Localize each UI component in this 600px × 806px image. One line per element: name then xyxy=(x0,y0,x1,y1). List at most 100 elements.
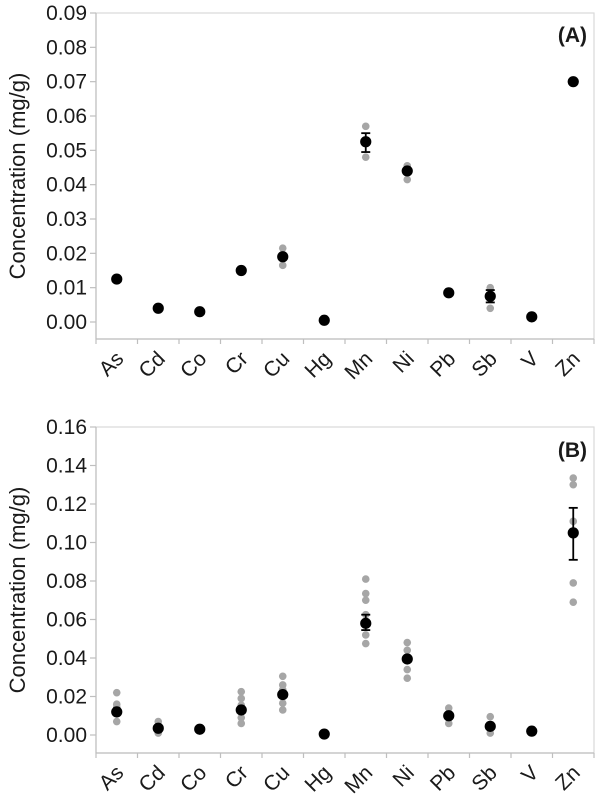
replicate-point xyxy=(278,672,287,681)
replicate-point xyxy=(444,719,453,728)
plot-border xyxy=(95,426,595,754)
mean-point xyxy=(152,722,164,734)
replicate-point xyxy=(361,153,370,161)
replicate-point xyxy=(278,261,287,270)
replicate-point xyxy=(237,719,246,728)
y-tick-label: 0.03 xyxy=(46,208,87,231)
x-tick-label: Mn xyxy=(340,761,377,798)
mean-point xyxy=(277,251,289,263)
replicate-point xyxy=(403,175,412,184)
plot-border xyxy=(95,12,595,340)
mean-point xyxy=(567,76,579,88)
mean-point xyxy=(152,302,164,314)
replicate-point xyxy=(278,706,287,714)
replicate-point xyxy=(237,713,246,722)
mean-point xyxy=(526,725,538,737)
replicate-point xyxy=(403,665,412,674)
mean-point xyxy=(111,273,123,285)
replicate-point xyxy=(112,717,121,726)
y-tick-label: 0.06 xyxy=(46,105,87,128)
mean-point xyxy=(567,527,579,539)
y-tick-label: 0.06 xyxy=(46,609,87,632)
x-tick-label: Cr xyxy=(221,347,253,379)
mean-point xyxy=(111,706,123,718)
replicate-point xyxy=(361,122,370,131)
x-tick-label: Cu xyxy=(259,347,294,382)
replicate-point xyxy=(361,589,370,598)
replicate-point xyxy=(569,480,578,489)
y-tick-label: 0.09 xyxy=(46,2,87,25)
mean-point xyxy=(401,165,413,177)
x-tick-label: As xyxy=(95,347,129,381)
y-tick-label: 0.00 xyxy=(46,311,87,334)
x-tick-label: As xyxy=(95,761,129,795)
y-tick-label: 0.02 xyxy=(46,686,87,709)
replicate-point xyxy=(569,598,578,606)
replicate-point xyxy=(403,638,412,647)
y-tick-label: 0.04 xyxy=(46,647,87,670)
mean-point xyxy=(401,653,413,665)
mean-point xyxy=(443,287,455,299)
panel-b-chart: Concentration (mg/g) (B) 0.00 0.02 0.04 0.0… xyxy=(5,416,595,798)
x-tick-label: Cd xyxy=(135,347,170,382)
x-tick-label: Cr xyxy=(221,761,253,793)
replicate-point xyxy=(486,304,495,313)
x-tick-label: Zn xyxy=(551,347,585,381)
y-tick-label: 0.07 xyxy=(46,71,87,94)
replicate-point xyxy=(569,474,578,482)
mean-point xyxy=(277,688,289,701)
replicate-point xyxy=(237,694,246,703)
x-tick-label: Sb xyxy=(467,761,501,795)
mean-point xyxy=(318,728,330,740)
x-tick-label: Pb xyxy=(426,761,460,795)
mean-point xyxy=(360,617,372,629)
x-tick-label: Hg xyxy=(301,761,336,796)
x-tick-label: Pb xyxy=(426,347,460,381)
x-tick-label: V xyxy=(517,347,543,373)
mean-point xyxy=(484,720,496,732)
x-tick-label: Co xyxy=(176,761,211,796)
panel-a-label: (A) xyxy=(558,24,587,47)
replicate-point xyxy=(361,639,370,648)
x-tick-label: Cu xyxy=(259,761,294,796)
replicate-point xyxy=(361,631,370,639)
mean-point xyxy=(360,136,372,148)
mean-point xyxy=(194,306,206,318)
panel-a-chart: Concentration (mg/g) (A) 0.00 0.01 0.02 0.0… xyxy=(5,2,595,384)
mean-point xyxy=(235,704,247,716)
x-tick-label: Hg xyxy=(301,347,336,382)
y-tick-label: 0.04 xyxy=(46,174,87,197)
x-tick-label: Ni xyxy=(388,347,418,377)
y-tick-label: 0.05 xyxy=(46,139,87,162)
replicate-point xyxy=(278,699,287,708)
mean-point xyxy=(484,290,496,302)
replicate-point xyxy=(237,687,246,696)
x-tick-label: Mn xyxy=(340,347,377,384)
x-tick-label: Ni xyxy=(388,761,418,791)
mean-point xyxy=(526,311,538,323)
replicate-point xyxy=(361,596,370,605)
replicate-point xyxy=(403,646,412,655)
x-tick-label: Co xyxy=(176,347,211,382)
y-tick-label: 0.10 xyxy=(46,532,87,555)
replicate-point xyxy=(112,688,121,697)
y-tick-label: 0.14 xyxy=(46,455,87,478)
mean-point xyxy=(194,723,206,735)
x-tick-label: Zn xyxy=(551,761,585,795)
x-tick-label: Sb xyxy=(467,347,501,381)
mean-point xyxy=(443,710,455,722)
replicate-point xyxy=(403,674,412,683)
replicate-point xyxy=(361,575,370,583)
y-tick-label: 0.00 xyxy=(46,724,87,747)
y-tick-label: 0.16 xyxy=(46,416,87,439)
replicate-point xyxy=(486,712,495,721)
x-tick-label: V xyxy=(517,761,543,787)
panel-a-y-axis-title: Concentration (mg/g) xyxy=(5,73,30,280)
replicate-point xyxy=(569,579,578,587)
panel-b-label: (B) xyxy=(558,439,587,462)
y-tick-label: 0.01 xyxy=(46,277,87,300)
mean-point xyxy=(318,314,330,326)
mean-point xyxy=(235,264,247,277)
y-tick-label: 0.02 xyxy=(46,242,87,265)
